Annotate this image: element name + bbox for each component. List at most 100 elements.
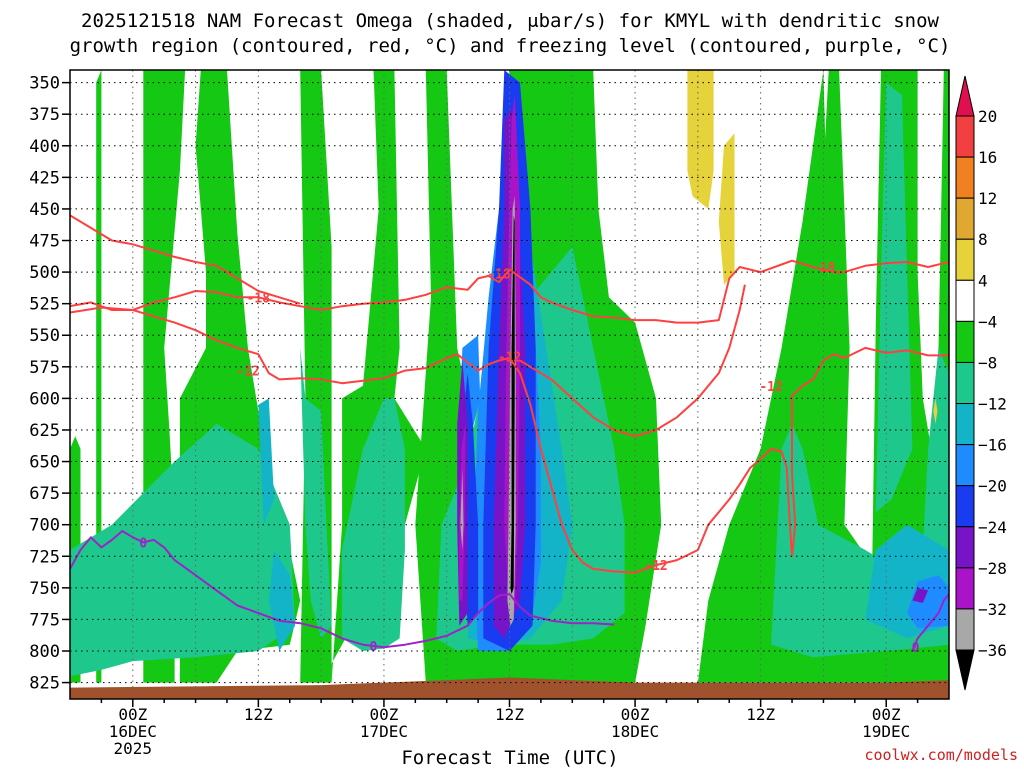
contour-label--12-1: -12	[236, 365, 259, 380]
colorbar-label-5: −4	[978, 312, 997, 331]
chart-title-line2: growth region (contoured, red, °C) and f…	[70, 35, 951, 57]
y-tick-label-575: 575	[29, 358, 60, 378]
colorbar-label-3: 8	[978, 230, 988, 249]
colorbar-label-6: −8	[978, 353, 997, 372]
contour-label--12-2: -12	[498, 351, 521, 366]
y-tick-label-775: 775	[29, 610, 60, 630]
contour-label--18-1: -18	[247, 291, 271, 306]
x-tick-date-72: 19DEC	[862, 722, 910, 741]
colorbar-label-8: −16	[978, 436, 1007, 455]
x-tick-label-24: 00Z	[369, 705, 398, 724]
y-tick-label-475: 475	[29, 232, 60, 252]
credit-text: coolwx.com/models	[864, 746, 1018, 764]
x-tick-year-0: 2025	[114, 739, 153, 758]
colorbar-label-0: 20	[978, 107, 997, 126]
x-tick-date-24: 17DEC	[360, 722, 408, 741]
colorbar-label-1: 16	[978, 148, 997, 167]
colorbar-label-9: −20	[978, 477, 1007, 496]
colorbar-box-3	[955, 197, 975, 240]
y-tick-label-350: 350	[29, 74, 60, 94]
omega-region-weak-descent-3	[933, 398, 938, 424]
ground-layer	[70, 677, 949, 699]
y-tick-label-525: 525	[29, 295, 60, 315]
omega-region-peak-ascent-1	[460, 467, 464, 550]
colorbar-box-12	[955, 567, 975, 610]
omega-region-weak-ascent-2	[96, 70, 102, 683]
colorbar-bottom-triangle	[955, 649, 975, 691]
omega-region-moderate-ascent-1	[70, 423, 295, 677]
x-tick-label-0: 00Z	[118, 705, 147, 724]
omega-region-weak-ascent-9	[823, 70, 850, 525]
y-tick-label-825: 825	[29, 674, 60, 694]
colorbar-box-6	[955, 320, 975, 363]
colorbar-label-10: −24	[978, 518, 1007, 537]
x-tick-label-72: 00Z	[872, 705, 901, 724]
y-tick-label-425: 425	[29, 168, 60, 188]
colorbar-box-7	[955, 361, 975, 405]
x-tick-label-12: 12Z	[244, 705, 273, 724]
y-tick-label-750: 750	[29, 579, 60, 599]
omega-region-max-ascent-1	[510, 215, 515, 595]
omega-region-strong-ascent-2	[258, 398, 275, 525]
colorbar: 20 16 12 8 4 −4 −8 −12 −16 −20 −24 −28 −32 −36	[955, 75, 1007, 691]
colorbar-label-12: −32	[978, 600, 1007, 619]
contour-label-0-east-1: 0	[912, 641, 920, 656]
contour-line-0	[70, 530, 615, 649]
colorbar-label-7: −12	[978, 395, 1007, 414]
x-axis-title: Forecast Time (UTC)	[401, 747, 618, 768]
y-tick-label-600: 600	[29, 389, 60, 409]
omega-region-weak-descent-1	[687, 70, 714, 209]
contour-line--12	[70, 306, 949, 574]
colorbar-box-2	[955, 156, 975, 199]
contour-line-0-east	[911, 593, 949, 652]
omega-region-weak-descent-2	[718, 133, 735, 285]
omega-region-extreme-ascent-3	[912, 587, 929, 603]
colorbar-box-1	[955, 115, 975, 158]
y-tick-label-700: 700	[29, 516, 60, 536]
y-tick-label-650: 650	[29, 453, 60, 473]
y-tick-label-725: 725	[29, 547, 60, 567]
x-tick-label-36: 12Z	[495, 705, 524, 724]
x-tick-label-60: 12Z	[746, 705, 775, 724]
x-tick-label-48: 00Z	[621, 705, 650, 724]
contour-line--12-mid	[519, 284, 746, 438]
y-tick-label-450: 450	[29, 200, 60, 220]
y-tick-label-550: 550	[29, 326, 60, 346]
colorbar-label-4: 4	[978, 271, 988, 290]
axis-layer: 350 375 400 425 450 475 500 525 550 575 600 625 650 6…	[29, 74, 919, 758]
y-tick-label-800: 800	[29, 642, 60, 662]
colorbar-box-9	[955, 444, 975, 487]
omega-region-strong-ascent-1	[268, 550, 295, 651]
colorbar-box-4	[955, 238, 975, 281]
y-tick-label-675: 675	[29, 484, 60, 504]
x-tick-date-48: 18DEC	[611, 722, 659, 741]
grid-layer	[70, 70, 949, 699]
colorbar-box-11	[955, 526, 975, 569]
contour-label-0-1: 0	[139, 536, 147, 551]
colorbar-box-10	[955, 485, 975, 528]
colorbar-box-13	[955, 608, 975, 651]
omega-region-moderate-ascent-2	[300, 347, 332, 639]
contour-label--18-2: -18	[487, 267, 511, 282]
omega-region-weak-ascent-8	[697, 70, 949, 683]
contour-label--12-3: -12	[644, 559, 667, 574]
y-tick-label-625: 625	[29, 421, 60, 441]
omega-field-layer	[70, 70, 949, 683]
contour-label-0-2: 0	[370, 640, 378, 655]
omega-region-moderate-ascent-6	[875, 82, 913, 513]
contour-line--18	[70, 259, 949, 324]
y-tick-label-375: 375	[29, 105, 60, 125]
colorbar-box-8	[955, 403, 975, 446]
y-tick-label-500: 500	[29, 263, 60, 283]
colorbar-top-triangle	[955, 75, 975, 117]
contour-label--12-4: -12	[759, 380, 782, 395]
colorbar-label-13: −36	[978, 641, 1007, 660]
chart-title-line1: 2025121518 NAM Forecast Omega (shaded, μ…	[81, 10, 939, 32]
colorbar-label-2: 12	[978, 189, 997, 208]
terrain-ground	[70, 677, 949, 699]
y-tick-label-400: 400	[29, 137, 60, 157]
colorbar-box-5	[955, 279, 975, 322]
